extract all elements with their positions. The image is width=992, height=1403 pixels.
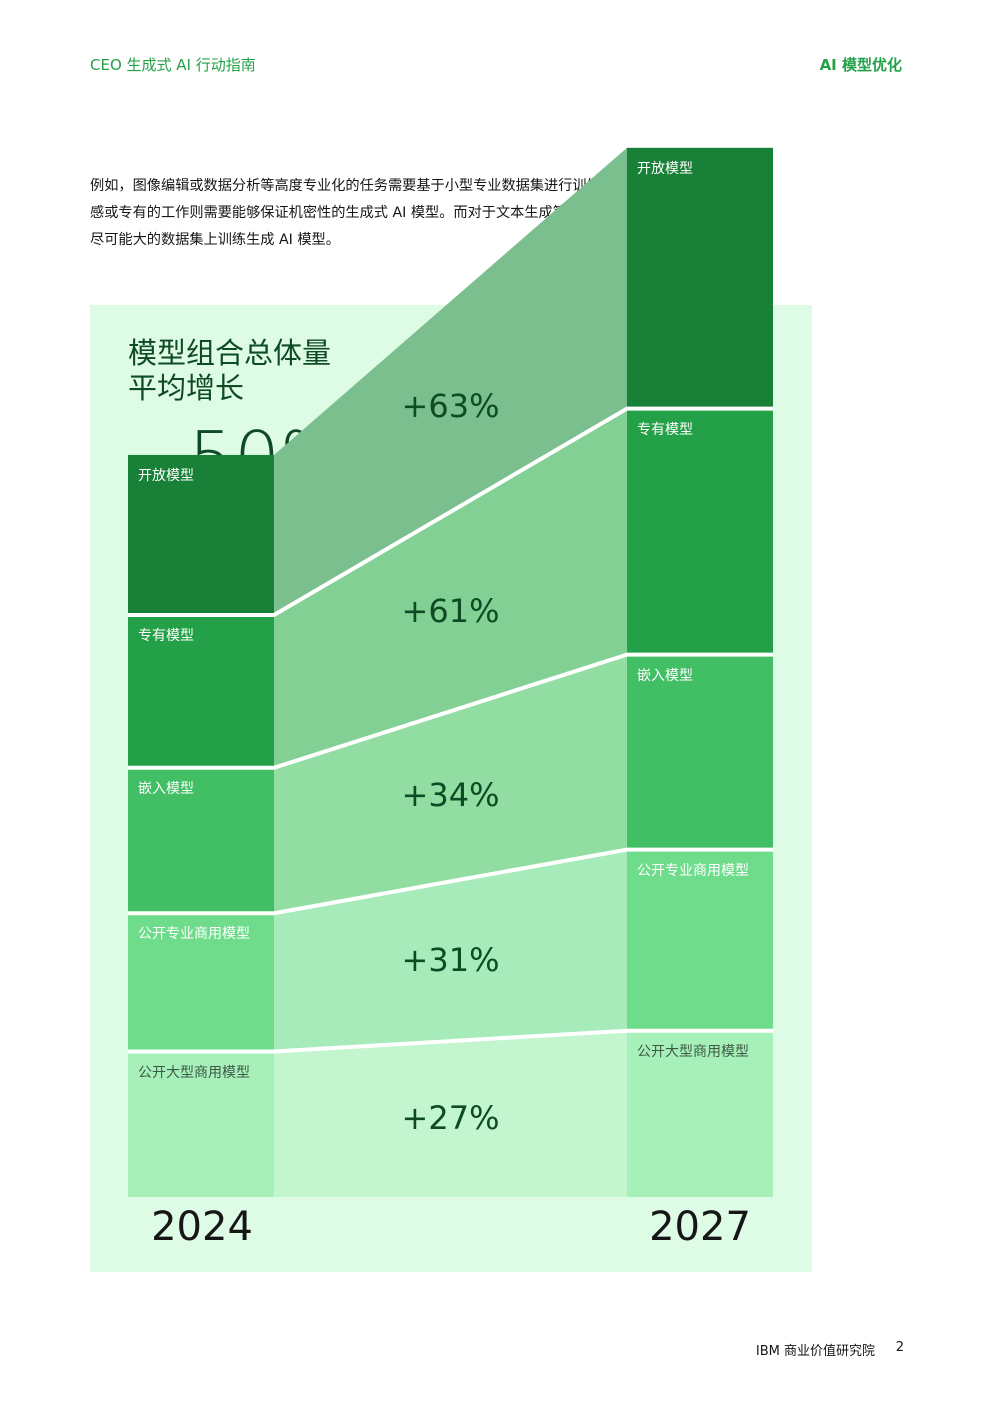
bar-label-2024-3: 专有模型 xyxy=(138,628,194,644)
bar-label-2027-0: 公开大型商用模型 xyxy=(637,1043,749,1060)
growth-label-3: +61% xyxy=(401,591,500,630)
bar-label-2027-1: 公开专业商用模型 xyxy=(637,862,749,879)
separator-1 xyxy=(128,847,773,916)
page-number: 2 xyxy=(895,1340,904,1355)
chart-title: 模型组合总体量 平均增长 xyxy=(128,336,331,406)
bar-2024-0 xyxy=(128,1051,274,1197)
year-label-start: 2024 xyxy=(151,1204,253,1250)
growth-label-0: +27% xyxy=(401,1099,500,1138)
bar-2027-3 xyxy=(627,408,773,655)
bar-label-2027-4: 开放模型 xyxy=(637,160,693,177)
year-label-end: 2027 xyxy=(649,1204,751,1250)
bar-2024-3 xyxy=(128,615,274,768)
growth-band-3 xyxy=(274,408,627,768)
bar-label-2024-2: 嵌入模型 xyxy=(138,780,194,797)
bar-label-2027-3: 专有模型 xyxy=(637,421,693,438)
bar-label-2024-1: 公开专业商用模型 xyxy=(138,926,250,943)
growth-band-0 xyxy=(274,1030,627,1197)
bar-2024-1 xyxy=(128,913,274,1052)
growth-label-4: +63% xyxy=(401,386,500,425)
bar-label-2027-2: 嵌入模型 xyxy=(637,667,693,684)
growth-label-1: +31% xyxy=(401,941,500,980)
report-title: CEO 生成式 AI 行动指南 xyxy=(90,56,256,74)
bar-label-2024-4: 开放模型 xyxy=(138,467,194,484)
growth-band-4 xyxy=(274,147,627,615)
section-title: AI 模型优化 xyxy=(819,56,902,74)
separator-0 xyxy=(128,1028,773,1054)
bar-2027-2 xyxy=(627,654,773,850)
growth-band-2 xyxy=(274,654,627,914)
bar-2027-1 xyxy=(627,849,773,1031)
bar-2027-4 xyxy=(627,147,773,409)
growth-label-2: +34% xyxy=(401,776,500,815)
separator-2 xyxy=(128,652,773,770)
bar-label-2024-0: 公开大型商用模型 xyxy=(138,1064,250,1081)
bar-2027-0 xyxy=(627,1030,773,1197)
growth-band-1 xyxy=(274,849,627,1052)
bar-2024-2 xyxy=(128,767,274,914)
chart-title-line-2: 平均增长 xyxy=(128,371,245,405)
bar-2024-4 xyxy=(128,454,274,615)
footer-org: IBM 商业价值研究院 xyxy=(755,1344,875,1359)
separator-3 xyxy=(128,406,773,617)
chart-title-line-1: 模型组合总体量 xyxy=(128,336,332,370)
